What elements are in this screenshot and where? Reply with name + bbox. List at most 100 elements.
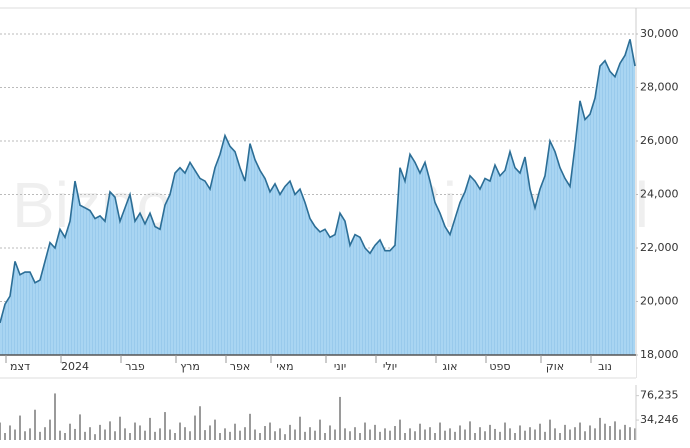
volume-bar — [604, 423, 606, 440]
volume-bar — [94, 434, 96, 440]
volume-bar — [439, 422, 441, 440]
volume-bar — [574, 427, 576, 440]
price-line — [0, 39, 636, 324]
volume-bar — [379, 431, 381, 440]
volume-bar — [54, 393, 56, 440]
volume-bar — [9, 425, 11, 440]
volume-bar — [164, 412, 166, 440]
volume-bar — [514, 433, 516, 440]
volume-bar — [64, 433, 66, 440]
volume-bar — [274, 431, 276, 440]
volume-bar — [494, 428, 496, 440]
volume-bar — [209, 425, 211, 440]
volume-bar — [459, 425, 461, 440]
volume-bar — [114, 431, 116, 440]
volume-bar — [629, 427, 631, 440]
volume-bar — [474, 433, 476, 440]
volume-bar — [319, 419, 321, 440]
volume-bar — [184, 427, 186, 440]
volume-bar — [634, 428, 636, 440]
x-tick-label: 2024 — [61, 360, 89, 373]
volume-bar — [489, 424, 491, 440]
volume-bar — [264, 426, 266, 440]
volume-bar — [449, 428, 451, 440]
volume-bar — [394, 426, 396, 440]
x-tick-label: מאי — [276, 360, 293, 373]
volume-bar — [469, 421, 471, 440]
volume-bar — [299, 416, 301, 440]
volume-bar — [414, 431, 416, 440]
y-tick-label: 24,000 — [640, 187, 679, 200]
x-tick-label: אפר — [230, 360, 250, 373]
volume-bar — [74, 428, 76, 440]
volume-bar — [444, 430, 446, 440]
volume-bar — [0, 422, 1, 440]
volume-bar — [509, 428, 511, 440]
volume-bar — [564, 424, 566, 440]
volume-bar — [34, 409, 36, 440]
volume-tick-label: 34,246 — [640, 413, 679, 426]
volume-bar — [294, 429, 296, 440]
volume-bar — [224, 428, 226, 440]
volume-bar — [49, 419, 51, 440]
volume-bar — [484, 431, 486, 440]
volume-bar — [229, 431, 231, 440]
volume-bar — [244, 427, 246, 440]
volume-bar — [154, 431, 156, 440]
volume-bar — [119, 416, 121, 440]
volume-bar — [89, 427, 91, 440]
volume-bar — [374, 424, 376, 440]
volume-bar — [99, 424, 101, 440]
volume-bar — [339, 396, 341, 440]
volume-bar — [234, 423, 236, 440]
volume-bar — [614, 421, 616, 440]
volume-bar — [424, 429, 426, 440]
y-tick-label: 20,000 — [640, 294, 679, 307]
volume-bar — [464, 429, 466, 440]
volume-bar — [529, 427, 531, 440]
volume-bar — [349, 431, 351, 440]
volume-bar — [454, 431, 456, 440]
volume-bar — [544, 431, 546, 440]
volume-bar — [534, 429, 536, 440]
volume-bar — [354, 427, 356, 440]
volume-bar — [549, 419, 551, 440]
area-fill — [0, 39, 635, 355]
volume-bar — [124, 428, 126, 440]
volume-bar — [69, 423, 71, 440]
x-axis-band — [0, 355, 636, 378]
volume-bar — [239, 430, 241, 440]
volume-bar — [59, 430, 61, 440]
x-tick-label: יוני — [334, 360, 346, 373]
volume-bar — [194, 415, 196, 440]
volume-bar — [589, 425, 591, 440]
y-tick-label: 22,000 — [640, 241, 679, 254]
volume-bar — [369, 429, 371, 440]
volume-bar — [364, 422, 366, 440]
volume-bar — [24, 431, 26, 440]
volume-bar — [149, 417, 151, 440]
volume-bar — [419, 423, 421, 440]
volume-bar — [324, 433, 326, 440]
x-tick-label: פבר — [125, 360, 145, 373]
volume-bar — [359, 433, 361, 440]
volume-bar — [134, 422, 136, 440]
volume-bar — [14, 429, 16, 440]
volume-bar — [309, 427, 311, 440]
volume-bar — [84, 431, 86, 440]
volume-bar — [329, 425, 331, 440]
volume-bar — [219, 433, 221, 440]
volume-bar — [569, 429, 571, 440]
volume-bar — [289, 424, 291, 440]
volume-bar — [279, 428, 281, 440]
x-tick-label: מרץ — [180, 360, 200, 373]
volume-bar — [519, 425, 521, 440]
volume-bar — [404, 433, 406, 440]
volume-bar — [189, 431, 191, 440]
volume-bar — [334, 429, 336, 440]
volume-bar — [539, 423, 541, 440]
volume-bar — [499, 431, 501, 440]
volume-bar — [259, 433, 261, 440]
x-tick-label: יולי — [383, 360, 397, 373]
